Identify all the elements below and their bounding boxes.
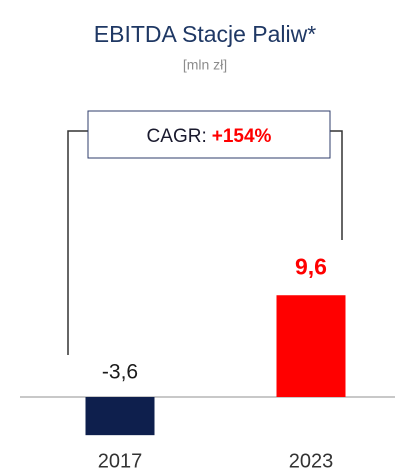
annotation: CAGR: +154% xyxy=(147,126,272,147)
chart-title: EBITDA Stacje Paliw* xyxy=(94,21,316,47)
chart-subtitle: [mln zł] xyxy=(183,57,227,73)
annotation-label: CAGR: xyxy=(147,126,207,147)
bracket-right xyxy=(330,130,343,240)
annotation-box xyxy=(87,110,331,159)
value-label: -3,6 xyxy=(102,361,138,384)
annotation-value: +154% xyxy=(212,126,272,147)
value-label: 9,6 xyxy=(295,253,327,279)
x-tick-label: 2023 xyxy=(289,450,334,472)
x-tick-label: 2017 xyxy=(98,450,143,472)
bar xyxy=(276,295,346,397)
bar xyxy=(85,397,155,436)
bracket-left xyxy=(67,130,88,355)
